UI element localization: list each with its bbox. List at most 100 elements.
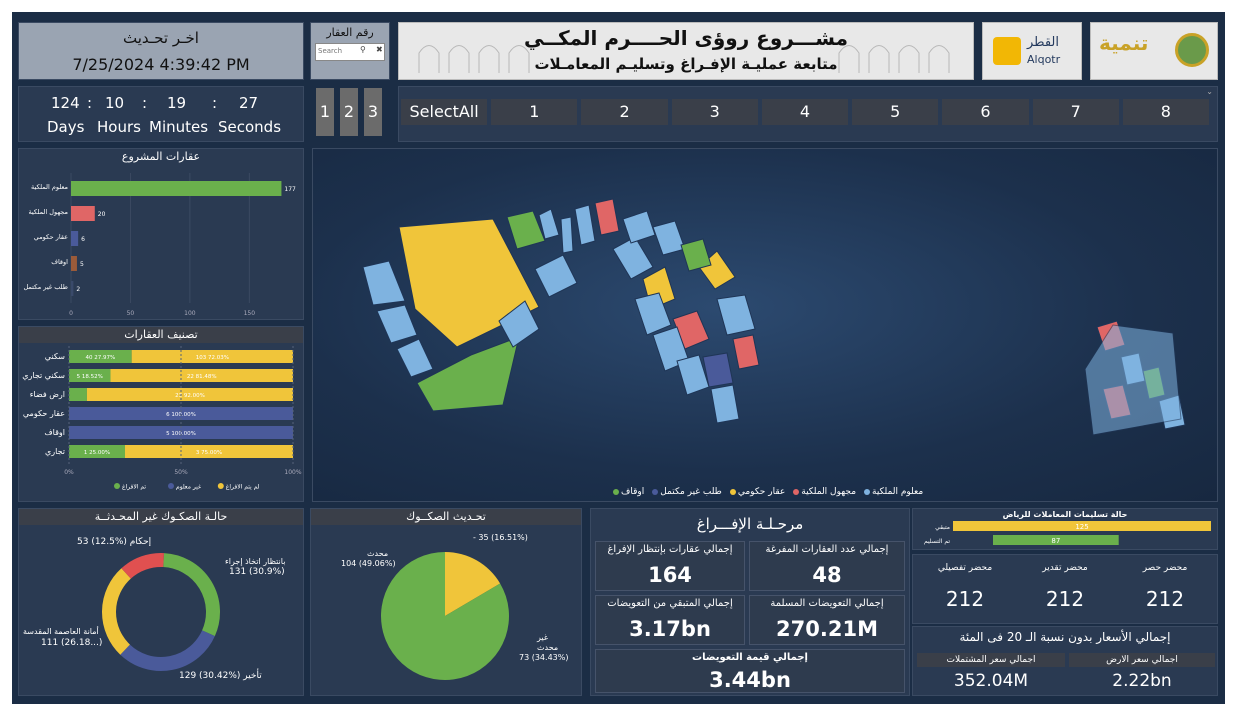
pie-slice[interactable] xyxy=(445,552,501,616)
map-parcel[interactable] xyxy=(622,210,656,244)
map-legend-item[interactable]: طلب غير مكتمل xyxy=(652,486,722,498)
deeds-status-panel: حالـة الصكـوك غير المحـدثــة 53 (12.5%) … xyxy=(18,508,304,696)
bar-value-label: 20 xyxy=(98,211,106,218)
segment-label: 103 72.03% xyxy=(196,355,229,361)
legend-marker xyxy=(793,489,800,495)
map-legend-item[interactable]: مجهول الملكية xyxy=(793,486,856,498)
map-legend-item[interactable]: عقار حكومي xyxy=(729,486,785,498)
bar[interactable] xyxy=(953,521,1211,531)
map-parcel[interactable] xyxy=(716,294,756,336)
pie-label-not-updated-value: 73 (34.43%) xyxy=(519,653,569,662)
map-parcel[interactable] xyxy=(612,236,654,280)
donut-slice[interactable] xyxy=(102,568,132,655)
search-input[interactable] xyxy=(318,45,354,57)
slicer-item[interactable]: 3 xyxy=(671,99,758,125)
x-tick-label: 100% xyxy=(284,469,301,476)
minutes-card-label: محضر تقدير xyxy=(1042,563,1088,573)
slicer-item[interactable]: 8 xyxy=(1122,99,1209,125)
map-parcel[interactable] xyxy=(676,354,710,396)
bar-value-label: 87 xyxy=(1051,537,1060,545)
countdown-seconds-value: 27 xyxy=(239,94,259,112)
slicer-panel: ⌄ SelectAll 1 2 3 4 5 6 7 8 xyxy=(398,86,1218,142)
slicer-item[interactable]: 6 xyxy=(942,99,1029,125)
slicer-select-all[interactable]: SelectAll xyxy=(401,99,488,125)
bar[interactable] xyxy=(71,256,77,271)
donut-slice[interactable] xyxy=(121,553,164,579)
stacked-bar-segment[interactable] xyxy=(69,369,111,382)
y-category-label: تجاري xyxy=(45,447,65,456)
bar-value-label: 6 xyxy=(81,236,85,243)
map-parcel[interactable] xyxy=(732,334,760,370)
project-properties-chart: 0 50 100 150 معلوم الملكية 177 مجهول الملكية 20… xyxy=(23,173,296,317)
bar[interactable] xyxy=(993,535,1119,545)
map-parcel[interactable] xyxy=(574,204,596,246)
map-parcel[interactable] xyxy=(702,352,734,388)
stacked-bar-segment[interactable] xyxy=(69,388,87,401)
map-parcel[interactable] xyxy=(534,254,578,298)
map-parcel[interactable] xyxy=(1084,324,1182,436)
slicer-item[interactable]: 1 xyxy=(491,99,578,125)
map-parcel[interactable] xyxy=(538,208,560,240)
page-button-3[interactable]: 3 xyxy=(364,88,382,136)
riyadh-deliveries-chart: متبقي 125 تم التسليم 87 xyxy=(924,521,1211,545)
map-parcel[interactable] xyxy=(376,304,418,344)
bar[interactable] xyxy=(71,181,282,196)
donut-slice[interactable] xyxy=(120,630,215,671)
stacked-bar-segment[interactable] xyxy=(110,369,293,382)
map-parcel[interactable] xyxy=(652,220,686,256)
tanmia-logo-emblem xyxy=(1175,33,1209,67)
alqotr-logo-ar: القطر xyxy=(1027,35,1059,50)
slicer-item[interactable]: 7 xyxy=(1032,99,1119,125)
stacked-bar-segment[interactable] xyxy=(69,445,125,458)
map-parcel[interactable] xyxy=(416,336,520,412)
stacked-bar-segment[interactable] xyxy=(131,350,293,363)
page-button-1[interactable]: 1 xyxy=(316,88,334,136)
chevron-down-icon[interactable]: ⌄ xyxy=(1206,87,1213,96)
search-icon[interactable]: ⚲ xyxy=(360,45,366,54)
y-category-label: اوقاف xyxy=(44,428,65,437)
bar[interactable] xyxy=(71,281,74,296)
y-category-label: سكني xyxy=(45,352,66,361)
page-button-2[interactable]: 2 xyxy=(340,88,358,136)
map-parcel[interactable] xyxy=(634,292,672,336)
map-parcel[interactable] xyxy=(680,238,712,272)
map-legend-item[interactable]: اوقاف xyxy=(613,486,644,498)
property-search-panel: رقم العقار ⚲ ✖ xyxy=(310,22,390,80)
slicer-item[interactable]: 2 xyxy=(581,99,668,125)
segment-label: 40 27.97% xyxy=(85,355,115,361)
stacked-bar-segment[interactable] xyxy=(86,388,293,401)
map-parcel[interactable] xyxy=(560,216,574,254)
map-parcel[interactable] xyxy=(710,384,740,424)
bar[interactable] xyxy=(71,206,95,221)
x-tick-label: 0 xyxy=(69,310,73,317)
pie-slice[interactable] xyxy=(381,552,509,680)
map-parcel[interactable] xyxy=(498,300,540,348)
x-tick-label: 100 xyxy=(184,310,196,317)
stacked-bar-segment[interactable] xyxy=(69,350,132,363)
parcel-map[interactable] xyxy=(313,149,1217,479)
project-properties-title: عقارات المشروع xyxy=(121,150,201,163)
map-parcel[interactable] xyxy=(594,198,620,236)
pie-label-not-updated: غير xyxy=(537,633,549,642)
donut-slice[interactable] xyxy=(162,553,220,637)
slicer-item[interactable]: 5 xyxy=(852,99,939,125)
slicer-item[interactable]: 4 xyxy=(761,99,849,125)
bar[interactable] xyxy=(71,231,79,246)
map-legend-item[interactable]: معلوم الملكية xyxy=(864,486,923,498)
stacked-bar-segment[interactable] xyxy=(69,426,293,439)
search-box[interactable]: ⚲ ✖ xyxy=(315,43,385,61)
bar-value-label: 2 xyxy=(76,286,80,293)
eraser-icon[interactable]: ✖ xyxy=(376,45,383,54)
stacked-bar-segment[interactable] xyxy=(125,445,293,458)
stacked-bar-segment[interactable] xyxy=(69,407,293,420)
total-compensation-value: 3.44bn xyxy=(709,668,791,692)
map-legend: معلوم الملكية مجهول الملكية عقار حكومي طلب … xyxy=(613,486,923,498)
y-category-label: عقار حكومي xyxy=(23,409,65,418)
legend-label: غير معلوم xyxy=(176,484,201,491)
map-parcel[interactable] xyxy=(362,260,406,306)
map-parcel[interactable] xyxy=(506,210,546,250)
map-parcel[interactable] xyxy=(396,338,434,378)
map-parcel[interactable] xyxy=(398,218,540,348)
pie-label-not-updated-2: محدث xyxy=(537,643,559,652)
donut-label-ihkam: 53 (12.5%) إحكام xyxy=(77,537,152,547)
